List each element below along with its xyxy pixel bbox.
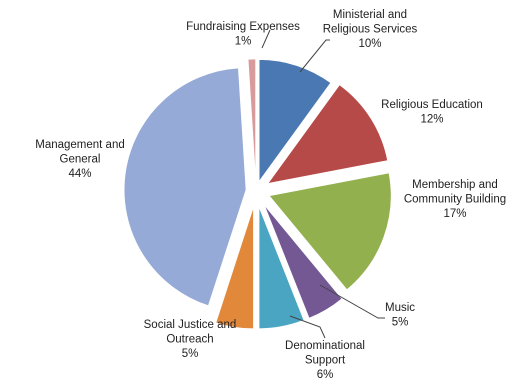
- slice-label-6: Social Justice and Outreach 5%: [144, 319, 237, 360]
- slice-name-label: Outreach: [166, 334, 213, 346]
- slice-name-label: General: [60, 154, 101, 166]
- slice-label-7: Management and General 44%: [35, 139, 125, 180]
- slice-name-label: Support: [305, 355, 346, 367]
- leader-line-1: [300, 40, 330, 72]
- slice-label-5: Denominational Support 6%: [285, 340, 365, 381]
- slice-name-label: Denominational: [285, 340, 365, 352]
- slice-percent-label: 5%: [182, 348, 199, 360]
- slice-name-label: Social Justice and: [144, 319, 237, 331]
- slice-percent-label: 17%: [443, 208, 466, 220]
- slice-label-4: Music 5%: [385, 302, 415, 329]
- slice-name-label: Fundraising Expenses: [186, 21, 300, 33]
- slice-label-1: Ministerial and Religious Services 10%: [323, 9, 418, 50]
- slice-name-label: Music: [385, 302, 415, 314]
- slice-name-label: Religious Services: [323, 24, 418, 36]
- slice-percent-label: 12%: [420, 114, 443, 126]
- pie-slice-8: [248, 59, 256, 181]
- slice-name-label: Religious Education: [381, 99, 483, 111]
- slice-name-label: Management and: [35, 139, 125, 151]
- slice-label-8: Fundraising Expenses 1%: [186, 21, 300, 48]
- slice-percent-label: 10%: [358, 38, 381, 50]
- slice-percent-label: 44%: [68, 168, 91, 180]
- slice-name-label: Ministerial and: [333, 9, 407, 21]
- slice-name-label: Membership and: [412, 179, 498, 191]
- slice-percent-label: 6%: [317, 369, 334, 381]
- slice-name-label: Community Building: [404, 194, 506, 206]
- slice-percent-label: 5%: [392, 317, 409, 329]
- slice-label-3: Membership and Community Building 17%: [404, 179, 506, 220]
- slice-percent-label: 1%: [235, 36, 252, 48]
- pie-slice-3: [269, 173, 391, 290]
- pie-slice-7: [124, 68, 246, 306]
- slice-label-2: Religious Education 12%: [381, 99, 483, 126]
